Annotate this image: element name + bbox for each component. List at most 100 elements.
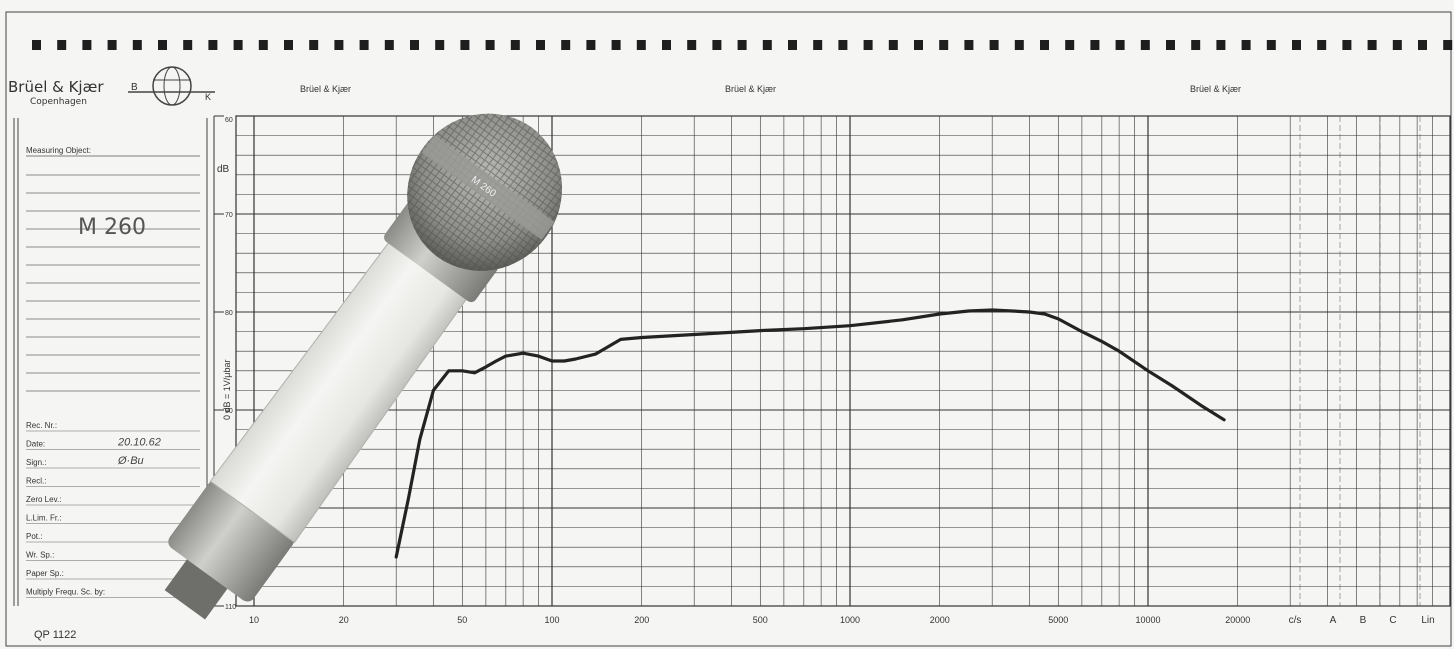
sprocket-hole <box>284 40 293 50</box>
sprocket-hole <box>1367 40 1377 50</box>
brand-main: Brüel & Kjær <box>8 78 104 96</box>
sprocket-hole <box>1140 40 1150 50</box>
response-point <box>1101 340 1103 343</box>
sprocket-hole <box>1065 40 1075 50</box>
form-field-label: Multiply Frequ. Sc. by: <box>26 588 105 597</box>
form-field-label: Sign.: <box>26 458 46 467</box>
sprocket-hole <box>1014 40 1024 50</box>
response-point <box>967 310 970 312</box>
response-point <box>432 389 435 392</box>
sprocket-hole <box>233 40 243 50</box>
response-point <box>574 358 577 360</box>
sprocket-hole <box>687 40 697 50</box>
weighting-label: A <box>1330 615 1337 626</box>
sprocket-hole <box>82 40 92 50</box>
response-point <box>407 497 410 500</box>
sprocket-hole <box>762 40 772 50</box>
sprocket-hole <box>611 40 621 50</box>
sprocket-hole <box>1191 40 1201 50</box>
sprocket-hole <box>1418 40 1427 50</box>
response-point <box>505 355 507 357</box>
form-field-label: Paper Sp.: <box>26 569 64 578</box>
response-point <box>594 353 597 355</box>
sprocket-hole <box>1090 40 1100 50</box>
x-tick-label: 5000 <box>1048 615 1068 625</box>
brand-sub: Copenhagen <box>30 97 87 107</box>
sprocket-hole <box>1241 40 1251 50</box>
response-point <box>461 370 464 372</box>
sprocket-hole <box>435 40 445 50</box>
response-point <box>803 327 805 330</box>
response-point <box>473 372 476 374</box>
response-point <box>1199 404 1202 406</box>
sprocket-hole <box>737 40 747 50</box>
sprocket-hole <box>788 40 797 50</box>
response-point <box>495 360 498 362</box>
sprocket-hole <box>183 40 193 50</box>
x-axis-unit-label: c/s <box>1289 615 1302 626</box>
x-tick-label: 10 <box>249 615 259 625</box>
form-field-label: Recl.: <box>26 477 46 486</box>
response-series <box>394 308 1226 559</box>
mic-band-strip <box>421 134 555 240</box>
mic-connector <box>164 557 229 620</box>
sprocket-hole <box>561 40 571 50</box>
x-tick-label: 1000 <box>840 615 860 625</box>
x-tick-label: 50 <box>457 615 467 625</box>
sprocket-hole <box>838 40 848 50</box>
y-tick-label: 70 <box>225 212 233 219</box>
x-tick-label: 200 <box>634 615 649 625</box>
response-point <box>759 329 762 332</box>
sprocket-hole <box>258 40 268 50</box>
measuring-object-label: Measuring Object: <box>26 146 91 155</box>
sprocket-hole <box>485 40 495 50</box>
sprocket-hole <box>586 40 596 50</box>
sprocket-hole <box>359 40 369 50</box>
response-point <box>1170 384 1173 387</box>
sprocket-hole <box>1216 40 1226 50</box>
sprocket-hole-row <box>32 40 1453 50</box>
response-point <box>1043 313 1046 315</box>
weighting-label: Lin <box>1421 615 1434 626</box>
x-tick-label: 10000 <box>1135 615 1160 625</box>
weighting-label: B <box>1360 615 1367 626</box>
sprocket-hole <box>309 40 319 50</box>
sprocket-hole <box>1317 40 1327 50</box>
y-tick-label: 110 <box>225 604 236 611</box>
x-tick-label: 20000 <box>1225 615 1250 625</box>
response-point <box>395 556 398 558</box>
sprocket-hole <box>460 40 470 50</box>
logo-letter-k: K <box>205 92 211 102</box>
measurement-form: Measuring Object: M 260 Rec. Nr.: Date: 20… <box>13 118 208 641</box>
sprocket-hole <box>813 40 823 50</box>
y-axis-label: 0 dB = 1V/μbar <box>222 360 232 420</box>
sprocket-hole <box>989 40 999 50</box>
sprocket-hole <box>384 40 394 50</box>
mic-bottom-ring <box>168 480 295 602</box>
form-field-label: Zero Lev.: <box>26 495 61 504</box>
brand-repeat-3: Brüel & Kjær <box>1190 84 1241 94</box>
response-point <box>1011 310 1013 312</box>
sprocket-hole <box>208 40 218 50</box>
y-tick-label: 80 <box>225 310 233 317</box>
response-point <box>991 309 993 311</box>
form-field-label: Rec. Nr.: <box>26 421 57 430</box>
sprocket-hole <box>1292 40 1301 50</box>
response-point <box>1118 350 1120 353</box>
brand-repeat-1: Brüel & Kjær <box>300 84 351 94</box>
sprocket-hole <box>334 40 344 50</box>
sprocket-hole <box>107 40 117 50</box>
form-field-value: 20.10.62 <box>117 437 161 449</box>
form-field-value: Ø·Bu <box>117 455 144 467</box>
sprocket-hole <box>158 40 167 50</box>
microphone-photo: M 260 <box>164 113 563 620</box>
form-field-label: Date: <box>26 440 45 449</box>
response-point <box>551 360 553 362</box>
x-tick-label: 500 <box>753 615 768 625</box>
x-axis: 10 20 50 100 200 500 1000 2000 5000 10000 20000 c/s… <box>249 615 1435 626</box>
sprocket-hole <box>1115 40 1125 50</box>
sprocket-hole <box>712 40 722 50</box>
form-field-label: Wr. Sp.: <box>26 551 54 560</box>
sprocket-hole <box>1166 40 1175 50</box>
